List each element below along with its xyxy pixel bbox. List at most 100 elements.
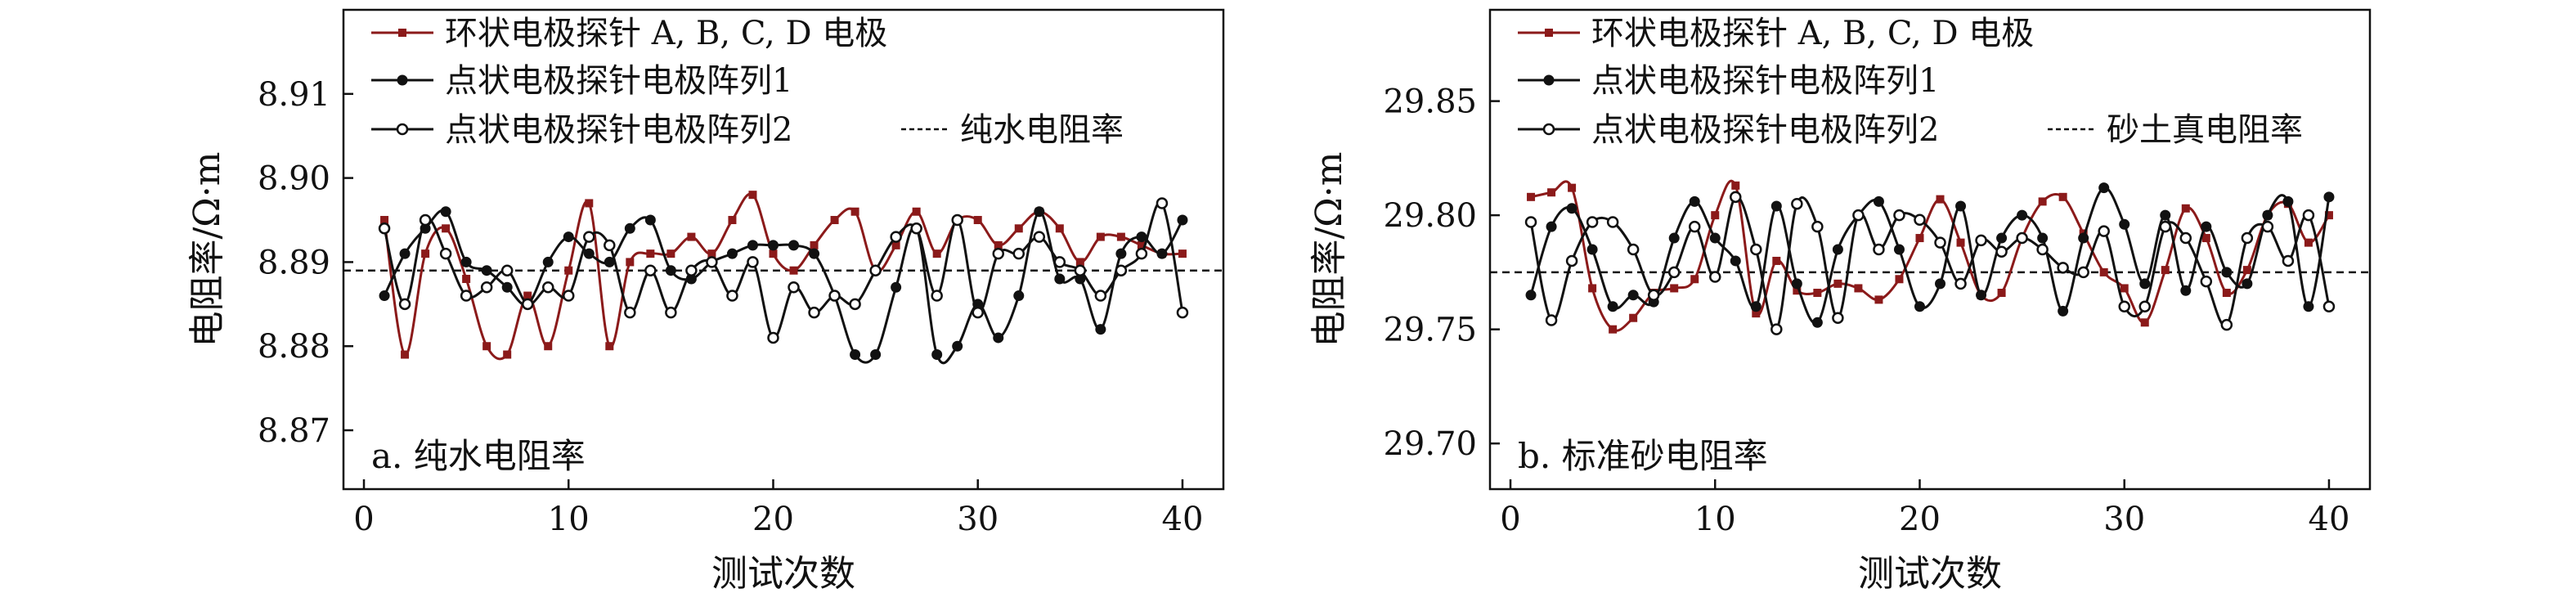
data-point — [1115, 248, 1127, 259]
data-point — [378, 222, 391, 235]
x-tick-label: 10 — [1694, 501, 1736, 538]
data-point — [810, 240, 819, 249]
data-point — [419, 213, 432, 227]
series-line — [1529, 195, 2331, 331]
data-point — [2282, 254, 2295, 267]
series-line — [383, 200, 1184, 339]
data-point — [912, 207, 921, 216]
data-point — [1565, 254, 1578, 267]
data-point — [2323, 191, 2335, 203]
series-3 — [1524, 191, 2336, 335]
data-point — [890, 231, 902, 243]
data-point — [2118, 300, 2130, 313]
data-point — [2242, 266, 2251, 275]
data-point — [2078, 232, 2089, 244]
data-point — [2017, 209, 2028, 221]
data-point — [2282, 195, 2294, 207]
data-point — [1791, 197, 1803, 210]
data-point — [1053, 256, 1066, 268]
data-point — [1647, 289, 1660, 302]
y-tick-label: 8.91 — [258, 76, 330, 114]
panel-label: b. 标准砂电阻率 — [1518, 436, 1768, 476]
x-tick-label: 10 — [548, 501, 590, 538]
data-point — [1833, 279, 1842, 288]
series-2 — [1525, 182, 2335, 328]
series-1 — [1527, 179, 2333, 334]
plot-frame — [342, 8, 1225, 491]
y-axis-title: 电阻率/Ω·m — [186, 151, 228, 347]
data-point — [665, 265, 676, 276]
data-point — [1156, 197, 1169, 209]
data-point — [460, 256, 472, 267]
chart-panel-a: 0 10 20 30 40 8.87 8.88 8.89 8.90 8.91 测试次数 电阻率/Ω·m… — [186, 8, 1225, 595]
x-tick-label: 0 — [353, 501, 374, 538]
y-tick-label: 29.80 — [1383, 197, 1477, 235]
data-point — [891, 281, 902, 293]
legend-swatch-marker — [1542, 123, 1555, 136]
data-point — [462, 274, 471, 283]
data-point — [973, 216, 982, 225]
data-point — [767, 240, 779, 251]
data-point — [2016, 231, 2028, 245]
plot-frame — [1488, 8, 2372, 491]
data-point — [748, 191, 757, 200]
legend-label: 点状电极探针电极阵列1 — [445, 62, 792, 100]
data-point — [2179, 231, 2192, 245]
x-axis-title: 测试次数 — [1858, 553, 2002, 595]
data-point — [685, 264, 698, 276]
data-point — [2098, 225, 2110, 237]
data-point — [2138, 300, 2151, 313]
series-2 — [379, 206, 1188, 365]
data-point — [2077, 266, 2089, 279]
data-point — [850, 207, 859, 216]
data-point — [1667, 266, 1681, 279]
data-point — [1013, 290, 1025, 302]
data-point — [2159, 220, 2172, 233]
data-point — [644, 214, 656, 226]
data-point — [1709, 232, 1721, 244]
data-point — [788, 240, 800, 251]
data-point — [1873, 195, 1884, 207]
legend-swatch-marker — [396, 123, 409, 136]
data-point — [1688, 220, 1701, 233]
data-point — [1588, 284, 1597, 293]
data-point — [1770, 323, 1783, 335]
data-point — [1996, 232, 2008, 244]
data-point — [728, 216, 737, 225]
data-point — [1586, 244, 1598, 255]
data-point — [2242, 278, 2253, 290]
data-point — [482, 342, 491, 351]
chart-panel-b: 0 10 20 30 40 29.70 29.75 29.80 29.85 测试次数 电阻率/Ω·m… — [1308, 8, 2372, 595]
data-point — [767, 331, 779, 344]
data-point — [1914, 213, 1926, 226]
data-point — [1156, 248, 1168, 259]
data-point — [1709, 271, 1721, 283]
data-point — [1935, 278, 1946, 290]
data-point — [442, 224, 451, 233]
data-point — [2302, 209, 2315, 222]
data-point — [1525, 290, 1537, 301]
data-point — [583, 231, 595, 243]
legend-label: 环状电极探针 A, B, C, D 电极 — [445, 15, 887, 52]
data-point — [2058, 305, 2069, 317]
x-tick-label: 30 — [957, 501, 999, 538]
data-point — [2160, 209, 2171, 221]
data-point — [726, 290, 738, 302]
data-point — [542, 256, 554, 267]
data-point — [2220, 318, 2233, 331]
data-point — [1012, 247, 1025, 260]
data-point — [1793, 286, 1802, 295]
data-point — [2139, 278, 2151, 290]
data-point — [747, 240, 758, 251]
data-point — [544, 342, 553, 351]
data-point — [646, 249, 655, 258]
data-point — [2098, 182, 2110, 194]
y-tick-label: 8.87 — [258, 412, 330, 450]
data-point — [481, 265, 492, 276]
data-point — [788, 281, 800, 294]
data-point — [1873, 243, 1885, 256]
data-point — [503, 350, 512, 359]
data-point — [849, 298, 861, 311]
data-point — [1874, 295, 1883, 304]
